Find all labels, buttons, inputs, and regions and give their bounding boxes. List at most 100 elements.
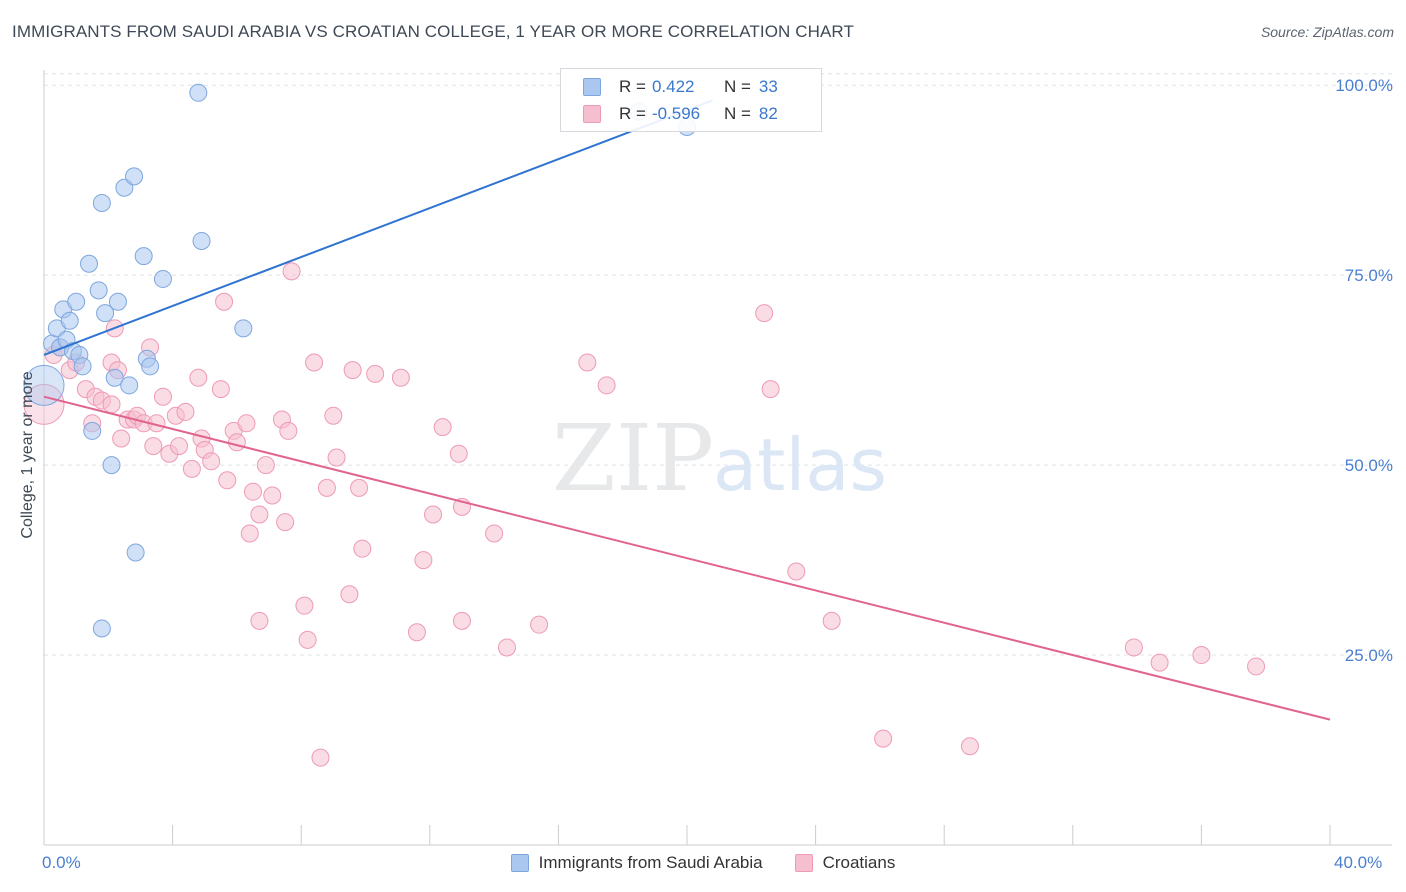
legend-n-label: N =	[723, 77, 751, 96]
croatians-point	[102, 395, 121, 414]
croatians-point	[755, 304, 774, 323]
croatians-point	[497, 638, 516, 657]
bottom-legend-saudi: Immigrants from Saudi Arabia	[510, 853, 763, 873]
croatians-point	[761, 380, 780, 399]
watermark-zip: ZIP	[552, 405, 714, 512]
y-tick-label: 75.0%	[1345, 266, 1393, 285]
croatians-point	[298, 630, 317, 649]
croatians-point	[227, 433, 246, 452]
saudi-point	[120, 376, 139, 395]
croatians-point	[176, 402, 195, 421]
croatians-point	[597, 376, 616, 395]
bottom-legend-swatch-pink	[794, 854, 813, 872]
croatians-point	[263, 486, 282, 505]
croatians-trend-line	[43, 395, 1331, 721]
croatians-point	[787, 562, 806, 581]
croatians-point	[153, 387, 172, 406]
saudi-point	[83, 421, 102, 440]
legend-n-value: 33	[758, 77, 778, 96]
saudi-point	[73, 357, 92, 376]
croatians-point	[215, 292, 234, 311]
legend-row-croatians: R = -0.596 N = 82	[583, 103, 778, 125]
croatians-point	[407, 623, 426, 642]
croatians-point	[182, 459, 201, 478]
saudi-points	[23, 83, 696, 638]
croatians-point	[202, 452, 221, 471]
croatians-point	[189, 368, 208, 387]
croatians-point	[327, 448, 346, 467]
croatians-point	[1124, 638, 1143, 657]
croatians-point	[240, 524, 259, 543]
gridlines	[44, 73, 1392, 656]
y-tick-label: 100.0%	[1335, 76, 1393, 95]
saudi-point	[102, 456, 121, 475]
saudi-point	[234, 319, 253, 338]
croatians-point	[366, 364, 385, 383]
bottom-legend-swatch-blue	[510, 854, 529, 872]
legend-r-label: R =	[619, 77, 646, 96]
croatians-point	[23, 383, 65, 425]
saudi-point	[96, 304, 115, 323]
croatians-point	[311, 748, 330, 767]
croatians-point	[822, 611, 841, 630]
source-note: Source: ZipAtlas.com	[1260, 24, 1394, 40]
legend-n-value: 82	[758, 104, 778, 123]
croatians-point	[343, 361, 362, 380]
legend-r-label: R =	[619, 104, 646, 123]
legend-box: R = 0.422 N = 33 R = -0.596 N = 82	[560, 68, 822, 132]
croatians-point	[317, 478, 336, 497]
bottom-legend-label: Immigrants from Saudi Arabia	[538, 853, 763, 872]
saudi-point	[134, 247, 153, 266]
x-tick-label-min: 0.0%	[42, 853, 81, 872]
saudi-point	[141, 357, 160, 376]
saudi-point	[189, 83, 208, 102]
croatians-point	[424, 505, 443, 524]
bottom-legend-label: Croatians	[822, 853, 896, 872]
croatians-points	[23, 262, 1266, 767]
croatians-point	[243, 482, 262, 501]
croatians-point	[112, 429, 131, 448]
legend-swatch-pink	[583, 105, 601, 123]
croatians-point	[324, 406, 343, 425]
croatians-point	[305, 353, 324, 372]
croatians-point	[250, 505, 269, 524]
croatians-point	[353, 539, 372, 558]
bottom-legend-croatians: Croatians	[794, 853, 896, 873]
saudi-point	[192, 231, 211, 250]
saudi-point	[60, 311, 79, 330]
croatians-point	[350, 478, 369, 497]
saudi-point	[23, 364, 65, 406]
saudi-point	[80, 254, 99, 273]
croatians-point	[237, 414, 256, 433]
croatians-point	[144, 437, 163, 456]
y-axis-label: College, 1 year or more	[19, 371, 36, 539]
saudi-point	[125, 167, 144, 186]
croatians-point	[433, 418, 452, 437]
saudi-point	[153, 269, 172, 288]
croatians-point	[340, 585, 359, 604]
legend-swatch-blue	[583, 78, 601, 96]
croatians-point	[578, 353, 597, 372]
croatians-point	[414, 551, 433, 570]
saudi-point	[67, 292, 86, 311]
axes	[43, 70, 1392, 846]
croatians-point	[170, 437, 189, 456]
legend-n-label: N =	[723, 104, 751, 123]
legend-r-value: -0.596	[651, 104, 701, 123]
croatians-point	[530, 615, 549, 634]
saudi-point	[105, 368, 124, 387]
croatians-point	[276, 513, 295, 532]
saudi-trend-line	[43, 99, 714, 356]
saudi-point	[126, 543, 145, 562]
legend-r-value: 0.422	[651, 77, 695, 96]
x-tick-label-max: 40.0%	[1334, 853, 1383, 872]
croatians-point	[874, 729, 893, 748]
croatians-point	[282, 262, 301, 281]
croatians-point	[452, 611, 471, 630]
saudi-point	[92, 193, 111, 212]
croatians-point	[279, 421, 298, 440]
legend-row-saudi: R = 0.422 N = 33	[583, 76, 778, 98]
croatians-point	[391, 368, 410, 387]
trend-lines	[43, 99, 1331, 721]
